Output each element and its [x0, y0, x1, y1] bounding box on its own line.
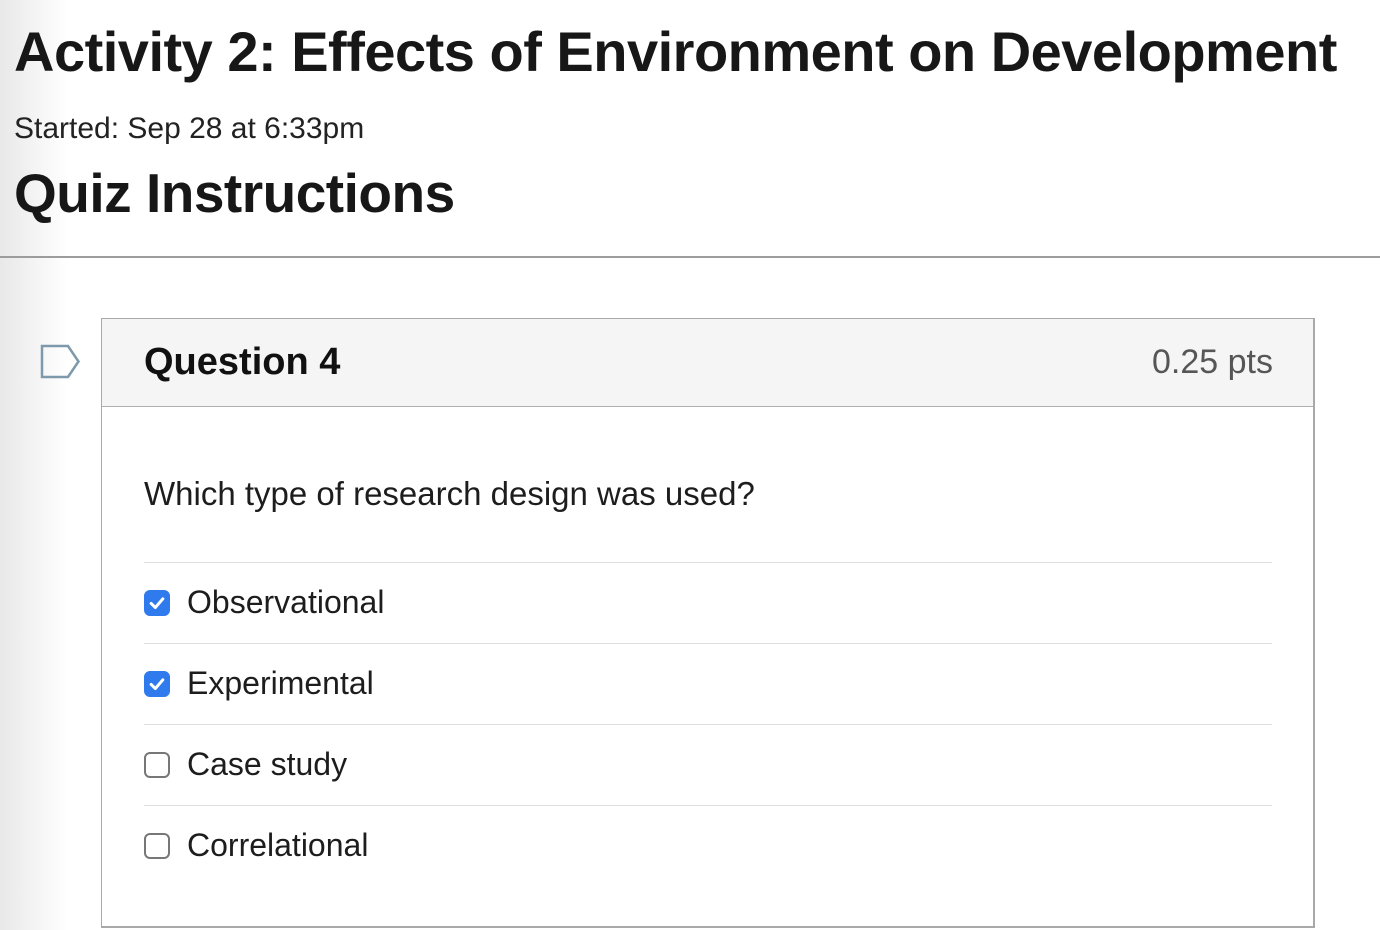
question-title: Question 4 — [144, 340, 341, 383]
flag-bookmark-icon[interactable] — [40, 344, 81, 380]
answer-checkbox[interactable] — [144, 589, 170, 616]
question-body: Which type of research design was used? … — [102, 407, 1313, 927]
answer-label[interactable]: Experimental — [187, 665, 374, 702]
quiz-started-timestamp: Started: Sep 28 at 6:33pm — [14, 112, 365, 146]
question-prompt: Which type of research design was used? — [144, 474, 755, 512]
answer-option[interactable]: Correlational — [144, 805, 1272, 886]
question-header: Question 4 0.25 pts — [102, 318, 1313, 407]
question-region: Question 4 0.25 pts Which type of resear… — [0, 317, 1380, 929]
answer-label[interactable]: Correlational — [187, 827, 369, 864]
answer-option[interactable]: Experimental — [144, 643, 1272, 724]
quiz-instructions-heading: Quiz Instructions — [14, 162, 455, 225]
answer-label[interactable]: Observational — [187, 584, 385, 621]
answer-option[interactable]: Observational — [144, 562, 1272, 643]
answer-checkbox[interactable] — [144, 832, 170, 859]
answer-checkbox[interactable] — [144, 670, 170, 697]
answer-label[interactable]: Case study — [187, 746, 348, 783]
answer-list: Observational Experimental Case study Co… — [144, 562, 1272, 886]
checkmark-icon — [149, 597, 165, 609]
page-title: Activity 2: Effects of Environment on De… — [14, 20, 1337, 83]
question-card: Question 4 0.25 pts Which type of resear… — [101, 317, 1315, 929]
section-divider — [0, 255, 1380, 258]
question-points: 0.25 pts — [1152, 342, 1273, 381]
answer-option[interactable]: Case study — [144, 724, 1272, 805]
answer-checkbox[interactable] — [144, 751, 170, 778]
page-edge-gradient — [0, 0, 68, 930]
checkmark-icon — [149, 678, 165, 690]
